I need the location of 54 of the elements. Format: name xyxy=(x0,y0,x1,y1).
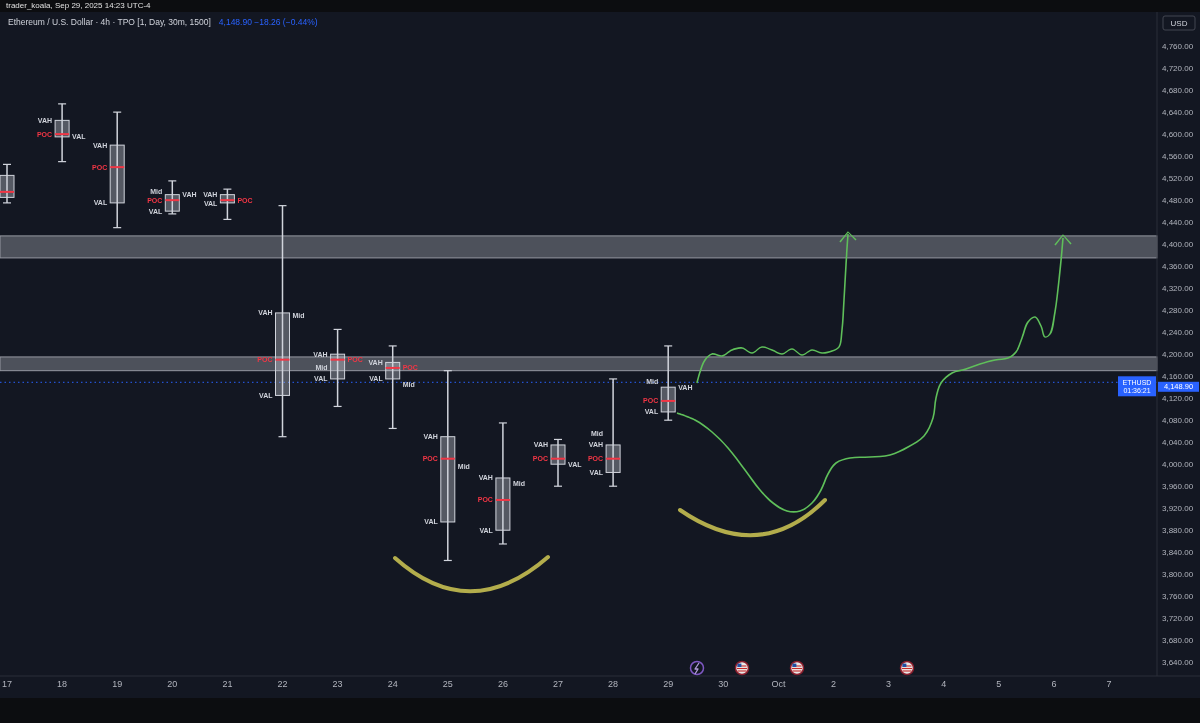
y-tick-label: 4,400.00 xyxy=(1162,239,1194,249)
text: Ethereum / U.S. Dollar · 4h · TPO [1, Day, 30m, 1500] xyxy=(8,17,211,27)
y-tick-label: 4,080.00 xyxy=(1162,415,1194,425)
y-tick-label: 4,600.00 xyxy=(1162,129,1194,139)
y-axis-title: USD xyxy=(1170,18,1188,28)
y-tick-label: 4,640.00 xyxy=(1162,107,1194,117)
x-tick-label: 19 xyxy=(112,679,123,689)
y-tick-label: 4,760.00 xyxy=(1162,41,1194,51)
y-tick-label: 4,120.00 xyxy=(1162,393,1194,403)
y-tick-label: 4,440.00 xyxy=(1162,217,1194,227)
y-tick-label: 3,760.00 xyxy=(1162,592,1194,602)
y-tick-label: 3,920.00 xyxy=(1162,504,1194,514)
y-tick-label: 3,720.00 xyxy=(1162,614,1194,624)
x-tick-label: 20 xyxy=(167,679,178,689)
y-tick-label: 4,720.00 xyxy=(1162,63,1194,73)
y-tick-label: 3,960.00 xyxy=(1162,482,1194,492)
x-tick-label: 24 xyxy=(387,679,398,689)
x-tick-label: 21 xyxy=(222,679,233,689)
y-tick-label: 3,640.00 xyxy=(1162,658,1194,668)
y-tick-label: 3,800.00 xyxy=(1162,570,1194,580)
x-tick-label: 23 xyxy=(332,679,343,689)
x-tick-label: 7 xyxy=(1106,679,1112,689)
y-tick-label: 4,280.00 xyxy=(1162,305,1194,315)
text: 4,148.90 −18.26 (−0.44%) xyxy=(218,17,318,27)
y-tick-label: 4,320.00 xyxy=(1162,283,1194,293)
x-tick-label: 17 xyxy=(1,679,13,689)
y-tick-label: 4,000.00 xyxy=(1162,460,1194,469)
x-tick-label: 29 xyxy=(663,679,674,689)
x-tick-label: 3 xyxy=(886,679,892,689)
y-tick-label: 4,160.00 xyxy=(1162,371,1194,381)
y-tick-label: 3,880.00 xyxy=(1162,526,1194,536)
y-tick-label: 4,240.00 xyxy=(1162,327,1194,337)
y-tick-label: 4,480.00 xyxy=(1162,195,1194,205)
y-tick-label: 3,680.00 xyxy=(1162,636,1194,646)
y-tick-label: 4,040.00 xyxy=(1162,438,1194,447)
x-tick-label: 25 xyxy=(442,679,453,689)
y-tick-label: 4,560.00 xyxy=(1162,151,1194,161)
x-tick-label: 22 xyxy=(277,679,288,689)
y-tick-label: 4,680.00 xyxy=(1162,85,1194,95)
text: trader_koala, Sep 29, 2025 14:23 UTC-4 xyxy=(6,1,152,10)
x-tick-label: Oct xyxy=(771,679,786,689)
x-tick-label: 26 xyxy=(497,679,508,689)
y-tick-label: 4,520.00 xyxy=(1162,173,1194,183)
y-tick-label: 3,840.00 xyxy=(1162,548,1194,558)
x-tick-label: 28 xyxy=(608,679,619,689)
x-tick-label: 18 xyxy=(57,679,68,689)
x-tick-label: 27 xyxy=(552,679,564,689)
x-tick-label: 4 xyxy=(941,679,947,689)
x-tick-label: 2 xyxy=(830,679,837,689)
x-tick-label: 5 xyxy=(996,679,1002,689)
y-tick-label: 4,360.00 xyxy=(1162,261,1194,271)
x-tick-label: 6 xyxy=(1051,679,1057,689)
y-tick-label: 4,200.00 xyxy=(1162,349,1194,359)
x-tick-label: 30 xyxy=(718,679,729,689)
